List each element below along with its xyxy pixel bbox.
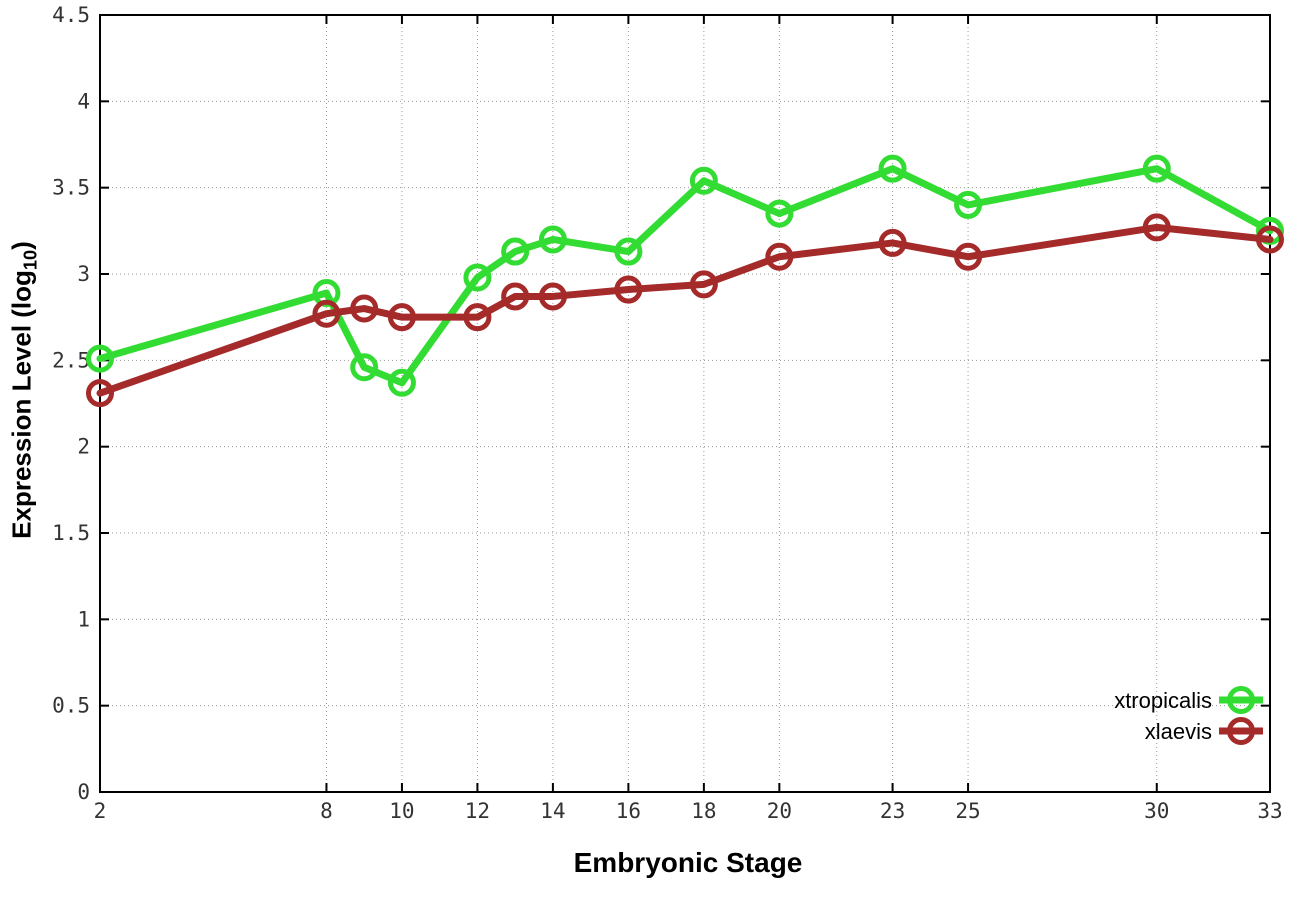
data-point-marker xyxy=(954,190,983,219)
data-point-marker xyxy=(954,242,983,271)
y-tick-label: 3.5 xyxy=(52,176,90,200)
data-point-marker xyxy=(878,154,907,183)
ticks: 2 8 10 12 14 16 18 20 23 25 30 33 0 0.5 1 1.5 2 2.5 3 3.5 4 4… xyxy=(52,3,1283,823)
legend: xtropicalis xlaevis xyxy=(1114,686,1263,745)
data-point-marker xyxy=(614,237,643,266)
data-point-marker xyxy=(765,242,794,271)
legend-sample-marker xyxy=(1227,717,1255,745)
plot-border xyxy=(99,14,1271,793)
legend-label: xlaevis xyxy=(1145,719,1212,744)
y-tick-label: 0 xyxy=(77,780,90,804)
data-point-marker xyxy=(350,353,379,382)
x-tick-label: 10 xyxy=(389,799,414,823)
x-tick-label: 16 xyxy=(616,799,641,823)
y-axis-title-subscript: 10 xyxy=(20,249,41,271)
x-tick-label: 30 xyxy=(1144,799,1169,823)
series-line-xtropicalis xyxy=(96,165,1274,387)
data-point-marker xyxy=(86,344,114,373)
y-axis-title: Expression Level (log10) xyxy=(6,241,41,539)
y-tick-label: 1.5 xyxy=(52,521,90,545)
data-point-marker xyxy=(1142,154,1171,183)
y-tick-label: 4.5 xyxy=(52,3,90,27)
data-point-marker xyxy=(86,379,114,408)
data-point-marker xyxy=(1256,225,1284,254)
y-tick-label: 4 xyxy=(77,89,90,113)
grid xyxy=(99,14,1271,793)
y-axis-title-text: Expression Level (log xyxy=(6,270,37,539)
x-tick-label: 18 xyxy=(691,799,716,823)
series-xtropicalis xyxy=(86,154,1284,397)
y-tick-label: 2.5 xyxy=(52,348,90,372)
legend-sample-marker xyxy=(1227,686,1255,714)
legend-label: xtropicalis xyxy=(1114,688,1212,713)
data-point-marker xyxy=(501,237,530,266)
x-tick-label: 23 xyxy=(880,799,905,823)
x-tick-label: 8 xyxy=(320,799,333,823)
data-point-marker xyxy=(312,299,341,328)
legend-item-xlaevis: xlaevis xyxy=(1145,717,1263,745)
x-tick-label: 20 xyxy=(767,799,792,823)
data-point-marker xyxy=(350,294,379,323)
y-tick-label: 2 xyxy=(77,435,90,459)
data-point-marker xyxy=(689,270,718,299)
x-axis-title: Embryonic Stage xyxy=(573,847,803,878)
data-point-marker xyxy=(538,225,567,254)
x-tick-label: 33 xyxy=(1257,799,1282,823)
data-point-marker xyxy=(387,303,416,332)
data-point-marker xyxy=(765,199,794,228)
data-point-marker xyxy=(614,275,643,304)
data-point-marker xyxy=(878,228,907,257)
x-tick-label: 25 xyxy=(955,799,980,823)
y-tick-label: 0.5 xyxy=(52,694,90,718)
data-point-marker xyxy=(387,368,416,397)
data-point-marker xyxy=(463,303,492,332)
x-tick-label: 14 xyxy=(540,799,565,823)
y-axis-title-close: ) xyxy=(6,241,37,250)
x-tick-label: 12 xyxy=(465,799,490,823)
data-point-marker xyxy=(1142,213,1171,242)
data-point-marker xyxy=(538,282,567,311)
series-xlaevis xyxy=(86,213,1284,408)
y-tick-label: 1 xyxy=(77,607,90,631)
x-tick-label: 2 xyxy=(94,799,107,823)
data-point-marker xyxy=(501,282,530,311)
y-tick-label: 3 xyxy=(77,262,90,286)
legend-item-xtropicalis: xtropicalis xyxy=(1114,686,1263,714)
data-point-marker xyxy=(689,166,718,195)
data-point-marker xyxy=(463,263,492,292)
